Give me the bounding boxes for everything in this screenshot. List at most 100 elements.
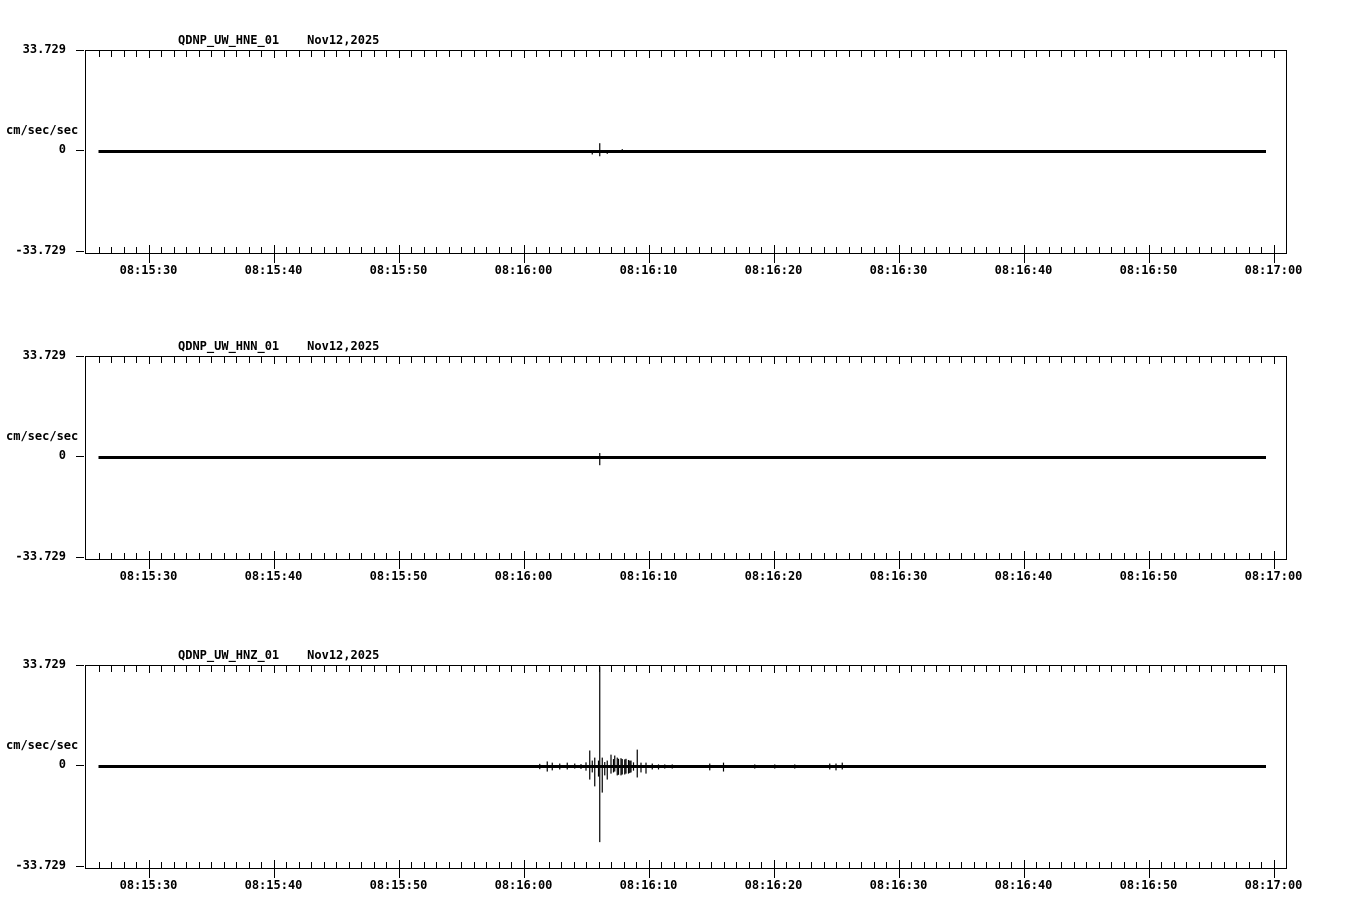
x-minor-tick [1123,357,1125,363]
x-minor-tick [861,666,862,672]
x-minor-tick [1161,666,1162,672]
x-minor-tick [1261,247,1262,253]
x-major-tick [648,357,650,364]
x-minor-tick [811,862,812,868]
x-major-tick-outer [1148,868,1150,878]
x-minor-tick [298,51,300,57]
x-minor-tick [1186,553,1187,559]
x-minor-tick [1073,666,1075,672]
x-minor-tick [348,357,350,363]
x-minor-tick [373,247,375,253]
x-minor-tick [711,247,712,253]
x-minor-tick [961,666,962,672]
x-minor-tick [873,553,875,559]
x-minor-tick [186,862,187,868]
x-minor-tick [748,357,750,363]
x-minor-tick [173,247,175,253]
x-tick-label: 08:16:40 [994,263,1053,277]
x-minor-tick [786,357,787,363]
x-minor-tick [623,357,625,363]
x-major-tick [648,245,650,253]
x-minor-tick [823,666,825,672]
x-tick-label: 08:15:30 [119,569,178,583]
x-minor-tick [286,247,287,253]
x-minor-tick [411,862,412,868]
plot-box [85,665,1287,878]
x-minor-tick [723,247,725,253]
x-minor-tick [1198,51,1200,57]
chart-date: Nov12,2025 [307,33,380,47]
x-minor-tick [1161,553,1162,559]
x-minor-tick [973,666,975,672]
x-tick-label: 08:16:00 [494,569,553,583]
x-minor-tick [848,553,850,559]
x-major-tick [148,51,150,58]
x-minor-tick [1011,247,1012,253]
x-minor-tick [961,247,962,253]
x-minor-tick [823,862,825,868]
x-minor-tick [1248,51,1250,57]
x-minor-tick [1136,51,1137,57]
x-minor-tick [623,247,625,253]
x-minor-tick [1236,666,1237,672]
x-minor-tick [848,357,850,363]
x-minor-tick [98,553,100,559]
x-minor-tick [873,666,875,672]
x-minor-tick [561,666,562,672]
x-minor-tick [111,553,112,559]
x-minor-tick [798,247,800,253]
x-minor-tick [1261,862,1262,868]
x-minor-tick [448,666,450,672]
x-tick-label: 08:15:50 [369,569,428,583]
x-minor-tick [1061,51,1062,57]
x-minor-tick [1211,51,1212,57]
x-major-tick-outer [523,559,525,569]
x-minor-tick [1223,51,1225,57]
x-minor-tick [1048,51,1050,57]
x-minor-tick [611,862,612,868]
x-minor-tick [186,247,187,253]
x-major-tick [523,357,525,364]
x-minor-tick [586,553,587,559]
x-minor-tick [1111,357,1112,363]
x-minor-tick [498,247,500,253]
x-minor-tick [1086,666,1087,672]
x-minor-tick [1086,247,1087,253]
x-major-tick [773,357,775,364]
x-minor-tick [1211,666,1212,672]
x-tick-label: 08:16:40 [994,878,1053,892]
y-min-label: -33.729 [15,858,66,872]
y-axis-tick [76,356,84,357]
x-minor-tick [286,862,287,868]
x-minor-tick [711,51,712,57]
x-major-tick-outer [648,253,650,263]
x-major-tick-outer [1148,253,1150,263]
x-major-tick [523,51,525,58]
x-minor-tick [823,247,825,253]
x-minor-tick [186,553,187,559]
x-minor-tick [736,553,737,559]
x-minor-tick [573,357,575,363]
x-major-tick-outer [398,868,400,878]
x-minor-tick [886,247,887,253]
x-minor-tick [1011,666,1012,672]
x-minor-tick [536,51,537,57]
x-tick-label: 08:16:30 [869,878,928,892]
x-major-tick [523,860,525,868]
x-minor-tick [673,862,675,868]
x-minor-tick [836,247,837,253]
x-major-tick [273,245,275,253]
x-minor-tick [486,553,487,559]
x-minor-tick [998,51,1000,57]
x-minor-tick [586,357,587,363]
x-major-tick [648,860,650,868]
x-major-tick-outer [898,253,900,263]
x-minor-tick [136,357,137,363]
x-minor-tick [323,51,325,57]
x-major-tick-outer [1023,253,1025,263]
y-zero-label: 0 [58,448,66,462]
x-minor-tick [1061,666,1062,672]
x-minor-tick [473,862,475,868]
x-minor-tick [761,553,762,559]
x-major-tick [1148,357,1150,364]
